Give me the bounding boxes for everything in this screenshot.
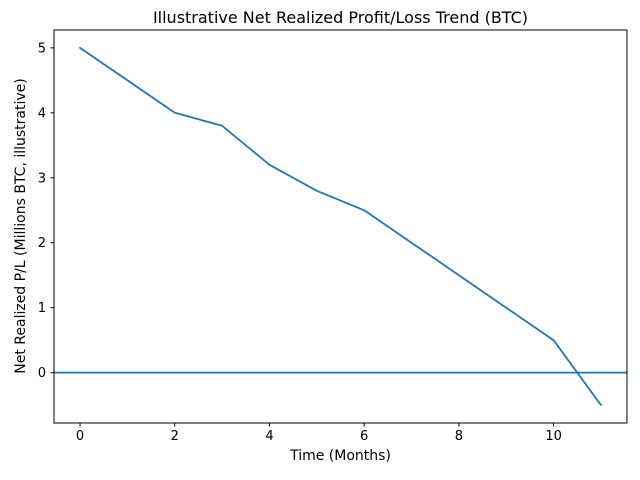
y-tick-label: 2: [38, 236, 46, 251]
y-tick-label: 3: [38, 171, 46, 186]
y-tick-label: 1: [38, 301, 46, 316]
trend-line-net-realized-pl: [79, 47, 602, 407]
x-tick-label: 4: [265, 429, 273, 444]
x-tick-label: 10: [545, 429, 562, 444]
axes-frame: [53, 29, 628, 424]
y-tick-label: 5: [38, 41, 46, 56]
x-tick-label: 6: [360, 429, 368, 444]
chart-title: Illustrative Net Realized Profit/Loss Tr…: [152, 8, 529, 27]
x-axis-label: Time (Months): [290, 448, 391, 464]
y-tick-label: 0: [38, 366, 46, 381]
y-tick-label: 4: [38, 106, 46, 121]
x-tick-label: 2: [171, 429, 179, 444]
x-tick-label: 8: [455, 429, 463, 444]
x-tick-label: 0: [76, 429, 84, 444]
